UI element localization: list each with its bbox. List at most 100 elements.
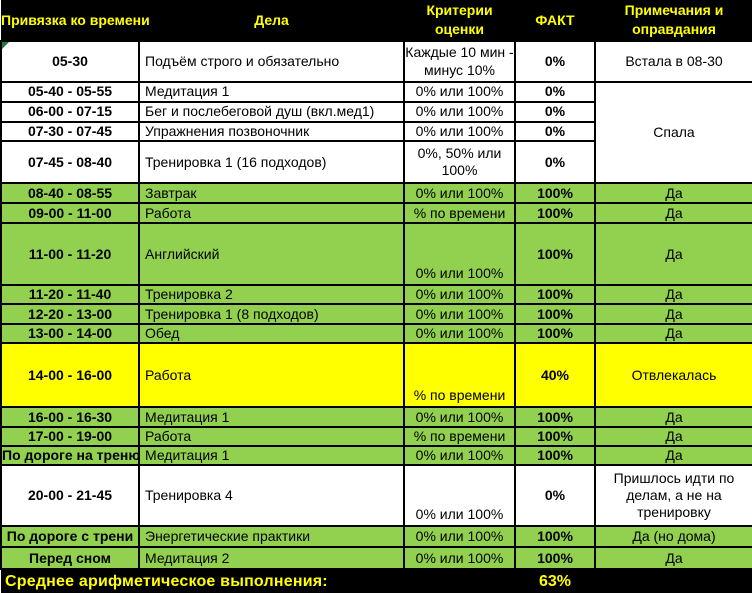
fact-cell[interactable]: 100% — [514, 182, 596, 205]
note-cell[interactable]: Да — [594, 546, 752, 571]
table-row: По дороге на треню Медитация 1 0% или 10… — [0, 445, 752, 467]
table-row: 17-00 - 19-00 Работа % по времени 100% Д… — [0, 426, 752, 448]
fact-cell[interactable]: 40% — [514, 342, 596, 409]
time-cell[interactable]: 08-40 - 08-55 — [0, 182, 140, 205]
task-cell[interactable]: Работа — [138, 202, 405, 225]
time-cell[interactable]: По дороге на треню — [0, 445, 140, 467]
fact-cell[interactable]: 0% — [514, 40, 596, 83]
criteria-cell[interactable]: 0% или 100% — [403, 406, 516, 429]
criteria-cell[interactable]: 0% или 100% — [403, 525, 516, 549]
table-row: 05-30 Подъём строго и обязательно Каждые… — [0, 40, 752, 83]
fact-cell[interactable]: 100% — [514, 445, 596, 467]
time-cell[interactable]: По дороге с трени — [0, 525, 140, 549]
fact-cell[interactable]: 0% — [514, 101, 596, 123]
time-cell[interactable]: 12-20 - 13-00 — [0, 303, 140, 326]
task-cell[interactable]: Бег и послебеговой душ (вкл.мед1) — [138, 101, 405, 123]
task-cell[interactable]: Медитация 2 — [138, 546, 405, 571]
task-cell[interactable]: Обед — [138, 323, 405, 345]
table-row: По дороге с трени Энергетические практик… — [0, 525, 752, 549]
criteria-cell[interactable]: 0% или 100% — [403, 323, 516, 345]
criteria-cell[interactable]: 0% или 100% — [403, 445, 516, 467]
fact-cell[interactable]: 100% — [514, 303, 596, 326]
col-header-notes[interactable]: Примечания и оправдания — [595, 0, 752, 41]
fact-cell[interactable]: 100% — [514, 525, 596, 549]
criteria-cell[interactable]: % по времени — [403, 342, 516, 409]
col-header-time[interactable]: Привязка ко времени — [1, 0, 150, 41]
fact-cell[interactable]: 0% — [514, 464, 596, 528]
note-cell[interactable]: Да — [594, 426, 752, 448]
summary-label: Среднее арифметическое выполнения: — [1, 569, 515, 593]
note-cell[interactable]: Да — [594, 323, 752, 345]
note-cell[interactable]: Встала в 08-30 — [594, 40, 752, 83]
time-cell[interactable]: 13-00 - 14-00 — [0, 323, 140, 345]
table-row: 14-00 - 16-00 Работа % по времени 40% От… — [0, 342, 752, 409]
task-cell[interactable]: Завтрак — [138, 182, 405, 205]
task-cell[interactable]: Подъём строго и обязательно — [138, 40, 405, 83]
task-cell[interactable]: Упражнения позвоночник — [138, 120, 405, 143]
criteria-cell[interactable]: 0% или 100% — [403, 464, 516, 528]
task-cell[interactable]: Медитация 1 — [138, 445, 405, 467]
note-cell[interactable]: Да — [594, 284, 752, 306]
note-cell-merged[interactable]: Спала — [594, 80, 752, 185]
criteria-cell[interactable]: 0%, 50% или 100% — [403, 140, 516, 185]
note-cell[interactable]: Да (но дома) — [594, 525, 752, 549]
task-cell[interactable]: Работа — [138, 342, 405, 409]
note-cell[interactable]: Отвлекалась — [594, 342, 752, 409]
fact-cell[interactable]: 100% — [514, 323, 596, 345]
time-cell[interactable]: 20-00 - 21-45 — [0, 464, 140, 528]
criteria-cell[interactable]: 0% или 100% — [403, 284, 516, 306]
time-cell[interactable]: 11-20 - 11-40 — [0, 284, 140, 306]
time-cell[interactable]: Перед сном — [0, 546, 140, 571]
time-cell[interactable]: 17-00 - 19-00 — [0, 426, 140, 448]
criteria-cell[interactable]: 0% или 100% — [403, 222, 516, 287]
fact-cell[interactable]: 100% — [514, 546, 596, 571]
table-row: 08-40 - 08-55 Завтрак 0% или 100% 100% Д… — [0, 182, 752, 205]
task-cell[interactable]: Тренировка 1 (8 подходов) — [138, 303, 405, 326]
task-cell[interactable]: Энергетические практики — [138, 525, 405, 549]
time-cell[interactable]: 11-00 - 11-20 — [0, 222, 140, 287]
time-cell[interactable]: 05-40 - 05-55 — [0, 81, 140, 103]
note-cell[interactable]: Да — [594, 303, 752, 326]
time-cell[interactable]: 07-45 - 08-40 — [0, 140, 140, 185]
note-cell[interactable]: Пришлось идти по делам, а не на трениров… — [594, 464, 752, 528]
criteria-cell[interactable]: 0% или 100% — [403, 81, 516, 103]
note-cell[interactable]: Да — [594, 182, 752, 205]
fact-cell[interactable]: 100% — [514, 202, 596, 225]
time-cell[interactable]: 07-30 - 07-45 — [0, 120, 140, 143]
fact-cell[interactable]: 100% — [514, 406, 596, 429]
col-header-tasks[interactable]: Дела — [139, 0, 404, 41]
time-cell[interactable]: 16-00 - 16-30 — [0, 406, 140, 429]
criteria-cell[interactable]: 0% или 100% — [403, 303, 516, 326]
fact-cell[interactable]: 100% — [514, 426, 596, 448]
fact-cell[interactable]: 100% — [514, 222, 596, 287]
time-cell[interactable]: 09-00 - 11-00 — [0, 202, 140, 225]
task-cell[interactable]: Тренировка 2 — [138, 284, 405, 306]
fact-cell[interactable]: 0% — [514, 140, 596, 185]
fact-cell[interactable]: 0% — [514, 120, 596, 143]
fact-cell[interactable]: 100% — [514, 284, 596, 306]
time-cell[interactable]: 05-30 — [0, 40, 140, 83]
table-row: 05-40 - 05-55 Медитация 1 0% или 100% 0%… — [0, 80, 752, 185]
note-cell[interactable]: Да — [594, 445, 752, 467]
note-cell[interactable]: Да — [594, 222, 752, 287]
task-cell[interactable]: Тренировка 4 — [138, 464, 405, 528]
criteria-cell[interactable]: Каждые 10 мин - минус 10% — [403, 40, 516, 83]
col-header-fact[interactable]: ФАКТ — [515, 0, 595, 41]
task-cell[interactable]: Тренировка 1 (16 подходов) — [138, 140, 405, 185]
task-cell[interactable]: Медитация 1 — [138, 406, 405, 429]
criteria-cell[interactable]: 0% или 100% — [403, 546, 516, 571]
task-cell[interactable]: Медитация 1 — [138, 81, 405, 103]
task-cell[interactable]: Работа — [138, 426, 405, 448]
fact-cell[interactable]: 0% — [514, 81, 596, 103]
note-cell[interactable]: Да — [594, 202, 752, 225]
time-cell[interactable]: 06-00 - 07-15 — [0, 101, 140, 123]
criteria-cell[interactable]: 0% или 100% — [403, 182, 516, 205]
note-cell[interactable]: Да — [594, 406, 752, 429]
task-cell[interactable]: Английский — [138, 222, 405, 287]
time-cell[interactable]: 14-00 - 16-00 — [0, 342, 140, 409]
criteria-cell[interactable]: 0% или 100% — [403, 120, 516, 143]
criteria-cell[interactable]: % по времени — [403, 426, 516, 448]
criteria-cell[interactable]: 0% или 100% — [403, 101, 516, 123]
criteria-cell[interactable]: % по времени — [403, 202, 516, 225]
col-header-criteria[interactable]: Критерии оценки — [404, 0, 515, 41]
